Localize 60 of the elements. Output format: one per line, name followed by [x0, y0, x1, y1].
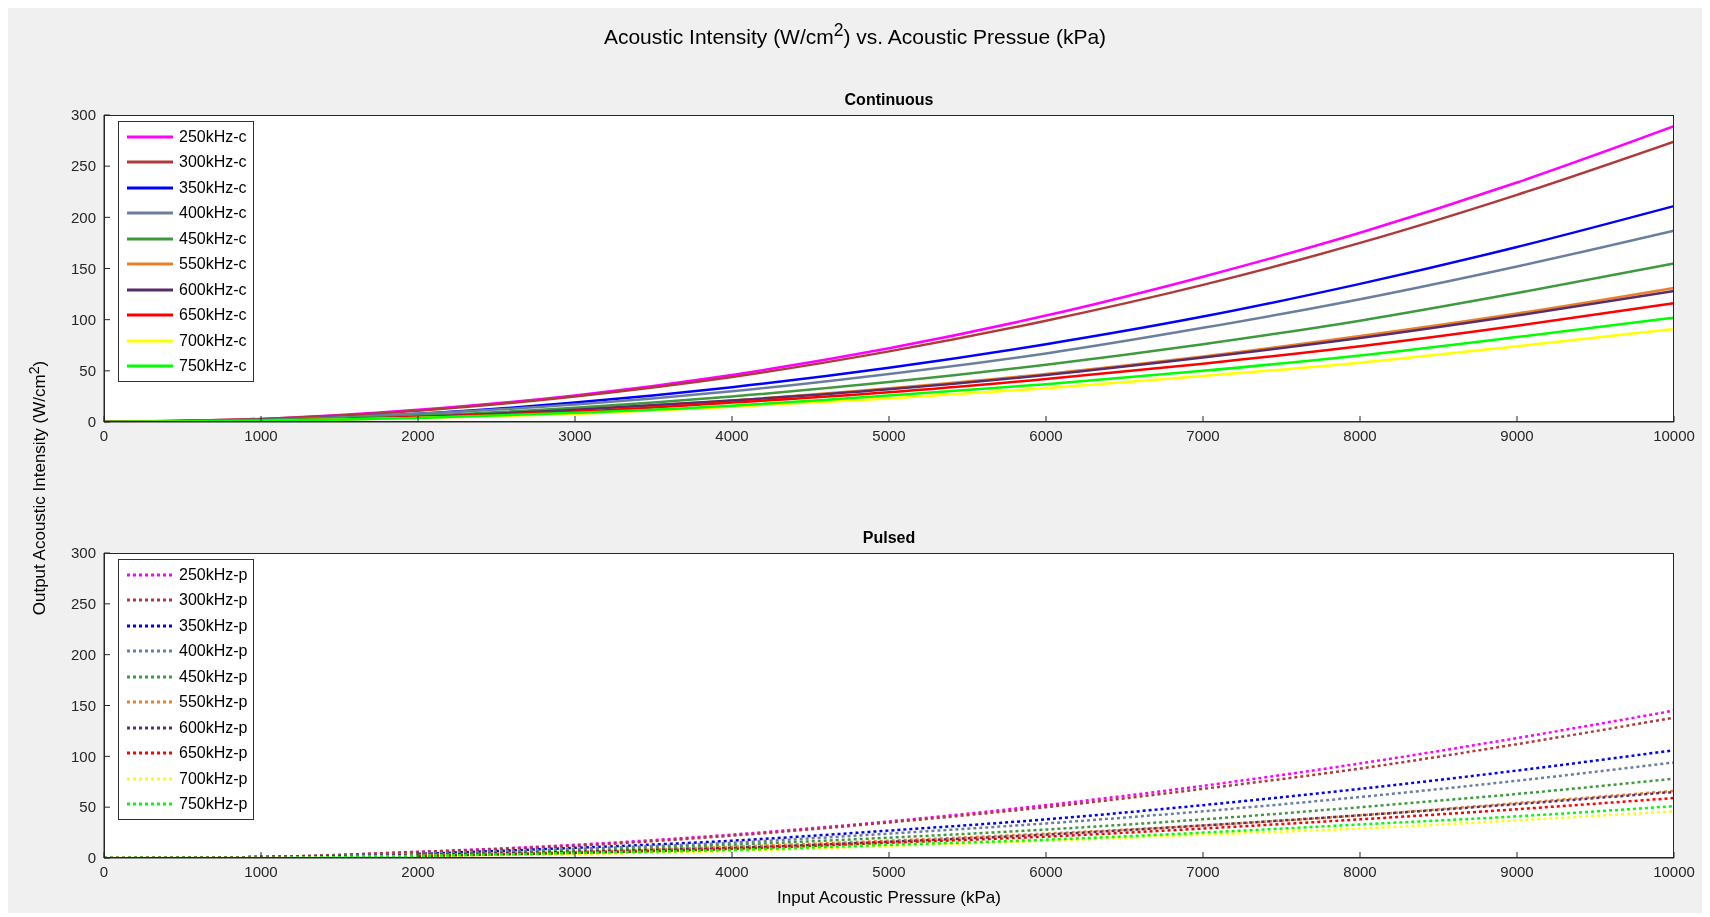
legend-label: 400kHz-c — [179, 204, 247, 223]
legend-label: 700kHz-c — [179, 331, 247, 350]
x-tick-label: 8000 — [1343, 426, 1377, 444]
x-tick-label: 1000 — [244, 426, 278, 444]
x-tick-label: 5000 — [872, 426, 906, 444]
x-tick-label: 9000 — [1500, 426, 1534, 444]
legend-label: 700kHz-p — [179, 769, 248, 788]
x-tick-label: 10000 — [1653, 426, 1695, 444]
y-tick-label: 50 — [79, 362, 96, 380]
y-tick-label: 150 — [70, 696, 96, 714]
x-tick-label: 0 — [99, 862, 109, 880]
x-tick-label: 9000 — [1500, 862, 1534, 880]
x-tick-label: 3000 — [558, 426, 592, 444]
y-tick-label: 300 — [70, 106, 96, 124]
y-tick-label: 150 — [70, 259, 96, 277]
legend-label: 750kHz-p — [179, 795, 248, 814]
legend-label: 450kHz-p — [179, 667, 248, 686]
x-axis-title: Input Acoustic Pressure (kPa) — [776, 888, 1002, 908]
y-tick-label: 100 — [70, 310, 96, 328]
y-tick-label: 0 — [87, 413, 96, 431]
x-tick-label: 8000 — [1343, 862, 1377, 880]
x-tick-label: 7000 — [1186, 862, 1220, 880]
legend-label: 650kHz-c — [179, 306, 247, 325]
y-tick-label: 300 — [70, 544, 96, 562]
legend-label: 550kHz-p — [179, 693, 248, 712]
y-tick-label: 200 — [70, 208, 96, 226]
x-tick-label: 6000 — [1029, 426, 1063, 444]
x-tick-label: 6000 — [1029, 862, 1063, 880]
y-tick-label: 0 — [87, 849, 96, 867]
y-tick-label: 250 — [70, 595, 96, 613]
legend-label: 600kHz-c — [179, 280, 247, 299]
x-tick-label: 5000 — [872, 862, 906, 880]
legend-label: 450kHz-c — [179, 229, 247, 248]
legend-label: 750kHz-c — [179, 357, 247, 376]
x-tick-label: 2000 — [401, 862, 435, 880]
chart-subtitle: Continuous — [843, 91, 935, 109]
y-tick-label: 250 — [70, 157, 96, 175]
x-tick-label: 4000 — [715, 426, 749, 444]
x-tick-label: 4000 — [715, 862, 749, 880]
chart-title: Pulsed — [861, 529, 917, 547]
legend-label: 400kHz-p — [179, 642, 248, 661]
x-tick-label: 10000 — [1653, 862, 1695, 880]
legend-label: 350kHz-c — [179, 178, 247, 197]
legend-label: 300kHz-c — [179, 153, 247, 172]
legend-label: 650kHz-p — [179, 744, 248, 763]
y-tick-label: 100 — [70, 747, 96, 765]
y-tick-label: 50 — [79, 798, 96, 816]
x-tick-label: 2000 — [401, 426, 435, 444]
legend-label: 250kHz-p — [179, 565, 248, 584]
legend-label: 550kHz-c — [179, 255, 247, 274]
legend-label: 300kHz-p — [179, 591, 248, 610]
x-tick-label: 1000 — [244, 862, 278, 880]
legend-label: 600kHz-p — [179, 718, 248, 737]
legend-label: 250kHz-c — [179, 127, 247, 146]
x-tick-label: 0 — [99, 426, 109, 444]
x-tick-label: 3000 — [558, 862, 592, 880]
legend-label: 350kHz-p — [179, 616, 248, 635]
y-tick-label: 200 — [70, 645, 96, 663]
x-tick-label: 7000 — [1186, 426, 1220, 444]
chart-title: Acoustic Intensity (W/cm$^{2}$) vs. Acoustic Pressue (kPa) — [602, 20, 1108, 49]
